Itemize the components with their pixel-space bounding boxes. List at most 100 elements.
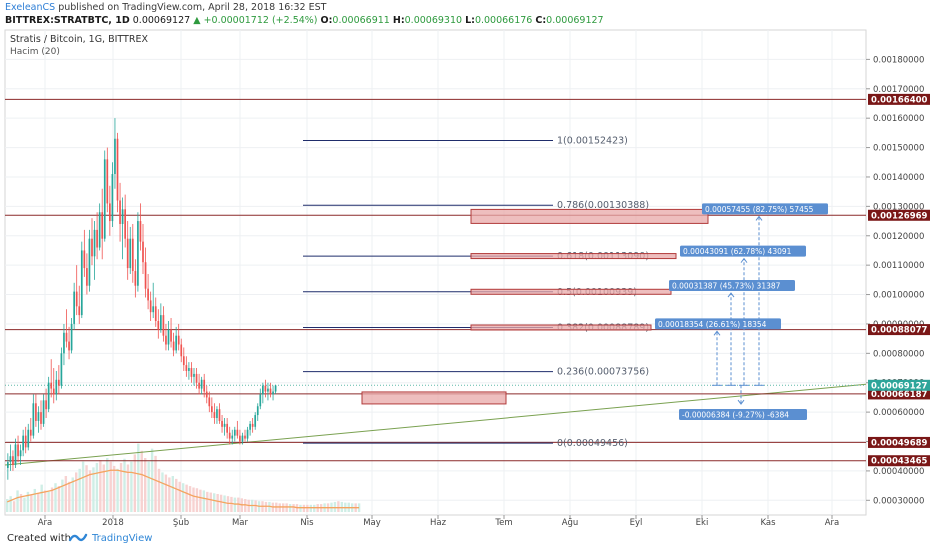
candle-body — [45, 400, 47, 410]
candles — [7, 118, 277, 480]
measure-label: 0.00057455 (82.75%) 57455 — [705, 205, 814, 214]
measure-arrowhead-icon — [727, 292, 735, 298]
volume-bar — [237, 497, 240, 512]
volume-bar — [161, 472, 164, 512]
candle-body — [249, 423, 251, 430]
volume-bar — [233, 497, 237, 512]
y-tick-label: 0.00110000 — [873, 261, 924, 271]
volume-bar — [285, 503, 288, 512]
candle-body — [211, 406, 213, 413]
last-price: 0.00069127 — [132, 15, 191, 26]
volume-bar — [116, 468, 119, 512]
candle-body — [42, 400, 45, 424]
candle-body — [162, 315, 165, 336]
volume-bar — [268, 501, 271, 512]
price-level-tag — [868, 93, 930, 105]
candle-body — [251, 423, 254, 427]
candle-body — [7, 462, 9, 468]
candle-body — [119, 200, 121, 224]
volume-bar — [33, 488, 36, 512]
volume-bar — [333, 501, 337, 512]
volume-bar — [181, 483, 185, 512]
price-level-label: 0.00166400 — [871, 95, 928, 105]
tradingview-logo-icon — [68, 533, 88, 542]
downside-label: -0.00006384 (-9.27%) -6384 — [682, 411, 789, 420]
volume-bar — [226, 496, 230, 512]
plot-area — [4, 29, 867, 516]
x-tick-label: Şub — [173, 518, 189, 528]
candle-body — [70, 323, 73, 351]
candle-body — [221, 420, 223, 427]
y-tick-label: 0.00060000 — [873, 408, 924, 418]
candle-body — [205, 391, 208, 398]
volume-bar — [313, 504, 316, 512]
target-zone-box — [470, 208, 709, 224]
low-label: L: — [465, 15, 475, 26]
chart-title: Stratis / Bitcoin, 1G, BITTREX — [10, 34, 148, 45]
candle-body — [47, 382, 50, 410]
candle-body — [239, 435, 241, 442]
measure-label: 0.00043091 (62.78%) 43091 — [683, 247, 792, 256]
close-value: 0.00069127 — [546, 15, 604, 26]
candle-body — [213, 412, 216, 418]
candle-body — [17, 444, 19, 457]
candle-body — [223, 423, 226, 427]
candle-body — [244, 435, 246, 439]
volume-ma-line — [6, 469, 360, 509]
candle-body — [22, 435, 24, 451]
x-tick-label: Eyl — [630, 518, 643, 528]
candle-body — [55, 379, 58, 395]
candle-body — [167, 329, 170, 345]
candle-body — [52, 388, 55, 395]
x-tick-label: Ara — [825, 518, 840, 528]
volume-bar — [109, 461, 112, 512]
candle-body — [160, 315, 162, 330]
candle-body — [126, 238, 129, 269]
volume-bar — [43, 490, 47, 512]
candle-body — [29, 429, 32, 436]
volume-bar — [12, 501, 16, 512]
volume-bar — [16, 490, 19, 512]
x-tick-label: Nis — [300, 518, 314, 528]
candle-body — [236, 429, 239, 436]
candle-body — [246, 429, 249, 439]
x-tick-label: Eki — [696, 518, 709, 528]
change-value: +0.00001712 (+2.54%) — [203, 15, 318, 26]
candle-body — [172, 341, 175, 351]
volume-bar — [26, 491, 30, 512]
candle-body — [121, 209, 124, 224]
measure-arrowhead-icon — [713, 330, 721, 336]
candle-body — [218, 409, 221, 421]
tradingview-brand-link[interactable]: TradingView — [92, 533, 153, 544]
candle-body — [254, 415, 257, 427]
author-link[interactable]: ExeleanCS — [5, 2, 56, 13]
volume-bar — [206, 491, 209, 512]
target-zone-box — [470, 324, 652, 331]
volume-bar — [230, 496, 233, 512]
y-tick-label: 0.00100000 — [873, 291, 924, 301]
volume-bar — [81, 461, 85, 512]
candle-body — [98, 212, 101, 248]
price-chart[interactable]: Ara 2018 Şub Mar Nis May Haz Tem Ağu Eyl Eki Kas Ara… — [0, 28, 932, 528]
price-level-label: 0.00088077 — [871, 326, 928, 336]
candle-body — [231, 435, 234, 439]
volume-bar — [288, 504, 292, 512]
price-level-label: 0.00126969 — [871, 211, 928, 221]
high-label: H: — [392, 15, 405, 26]
candle-body — [14, 444, 17, 466]
volume-bar — [102, 464, 105, 512]
y-tick-label: 0.00160000 — [873, 114, 924, 124]
volume-bar — [299, 504, 302, 512]
candle-body — [86, 268, 88, 286]
volume-bar — [75, 472, 78, 512]
volume-bar — [133, 454, 137, 512]
volume-bar — [6, 499, 9, 512]
candle-body — [65, 332, 68, 342]
symbol-name: BITTREX:STRATBTC, 1D — [5, 15, 130, 26]
measure-arrowhead-icon — [740, 257, 748, 263]
volume-bar — [99, 460, 102, 512]
fib-level-label: 0(0.00049456) — [557, 438, 628, 449]
y-tick-label: 0.00170000 — [873, 85, 924, 95]
candle-body — [190, 368, 193, 377]
fib-level-label: 0.236(0.00073756) — [557, 367, 649, 378]
